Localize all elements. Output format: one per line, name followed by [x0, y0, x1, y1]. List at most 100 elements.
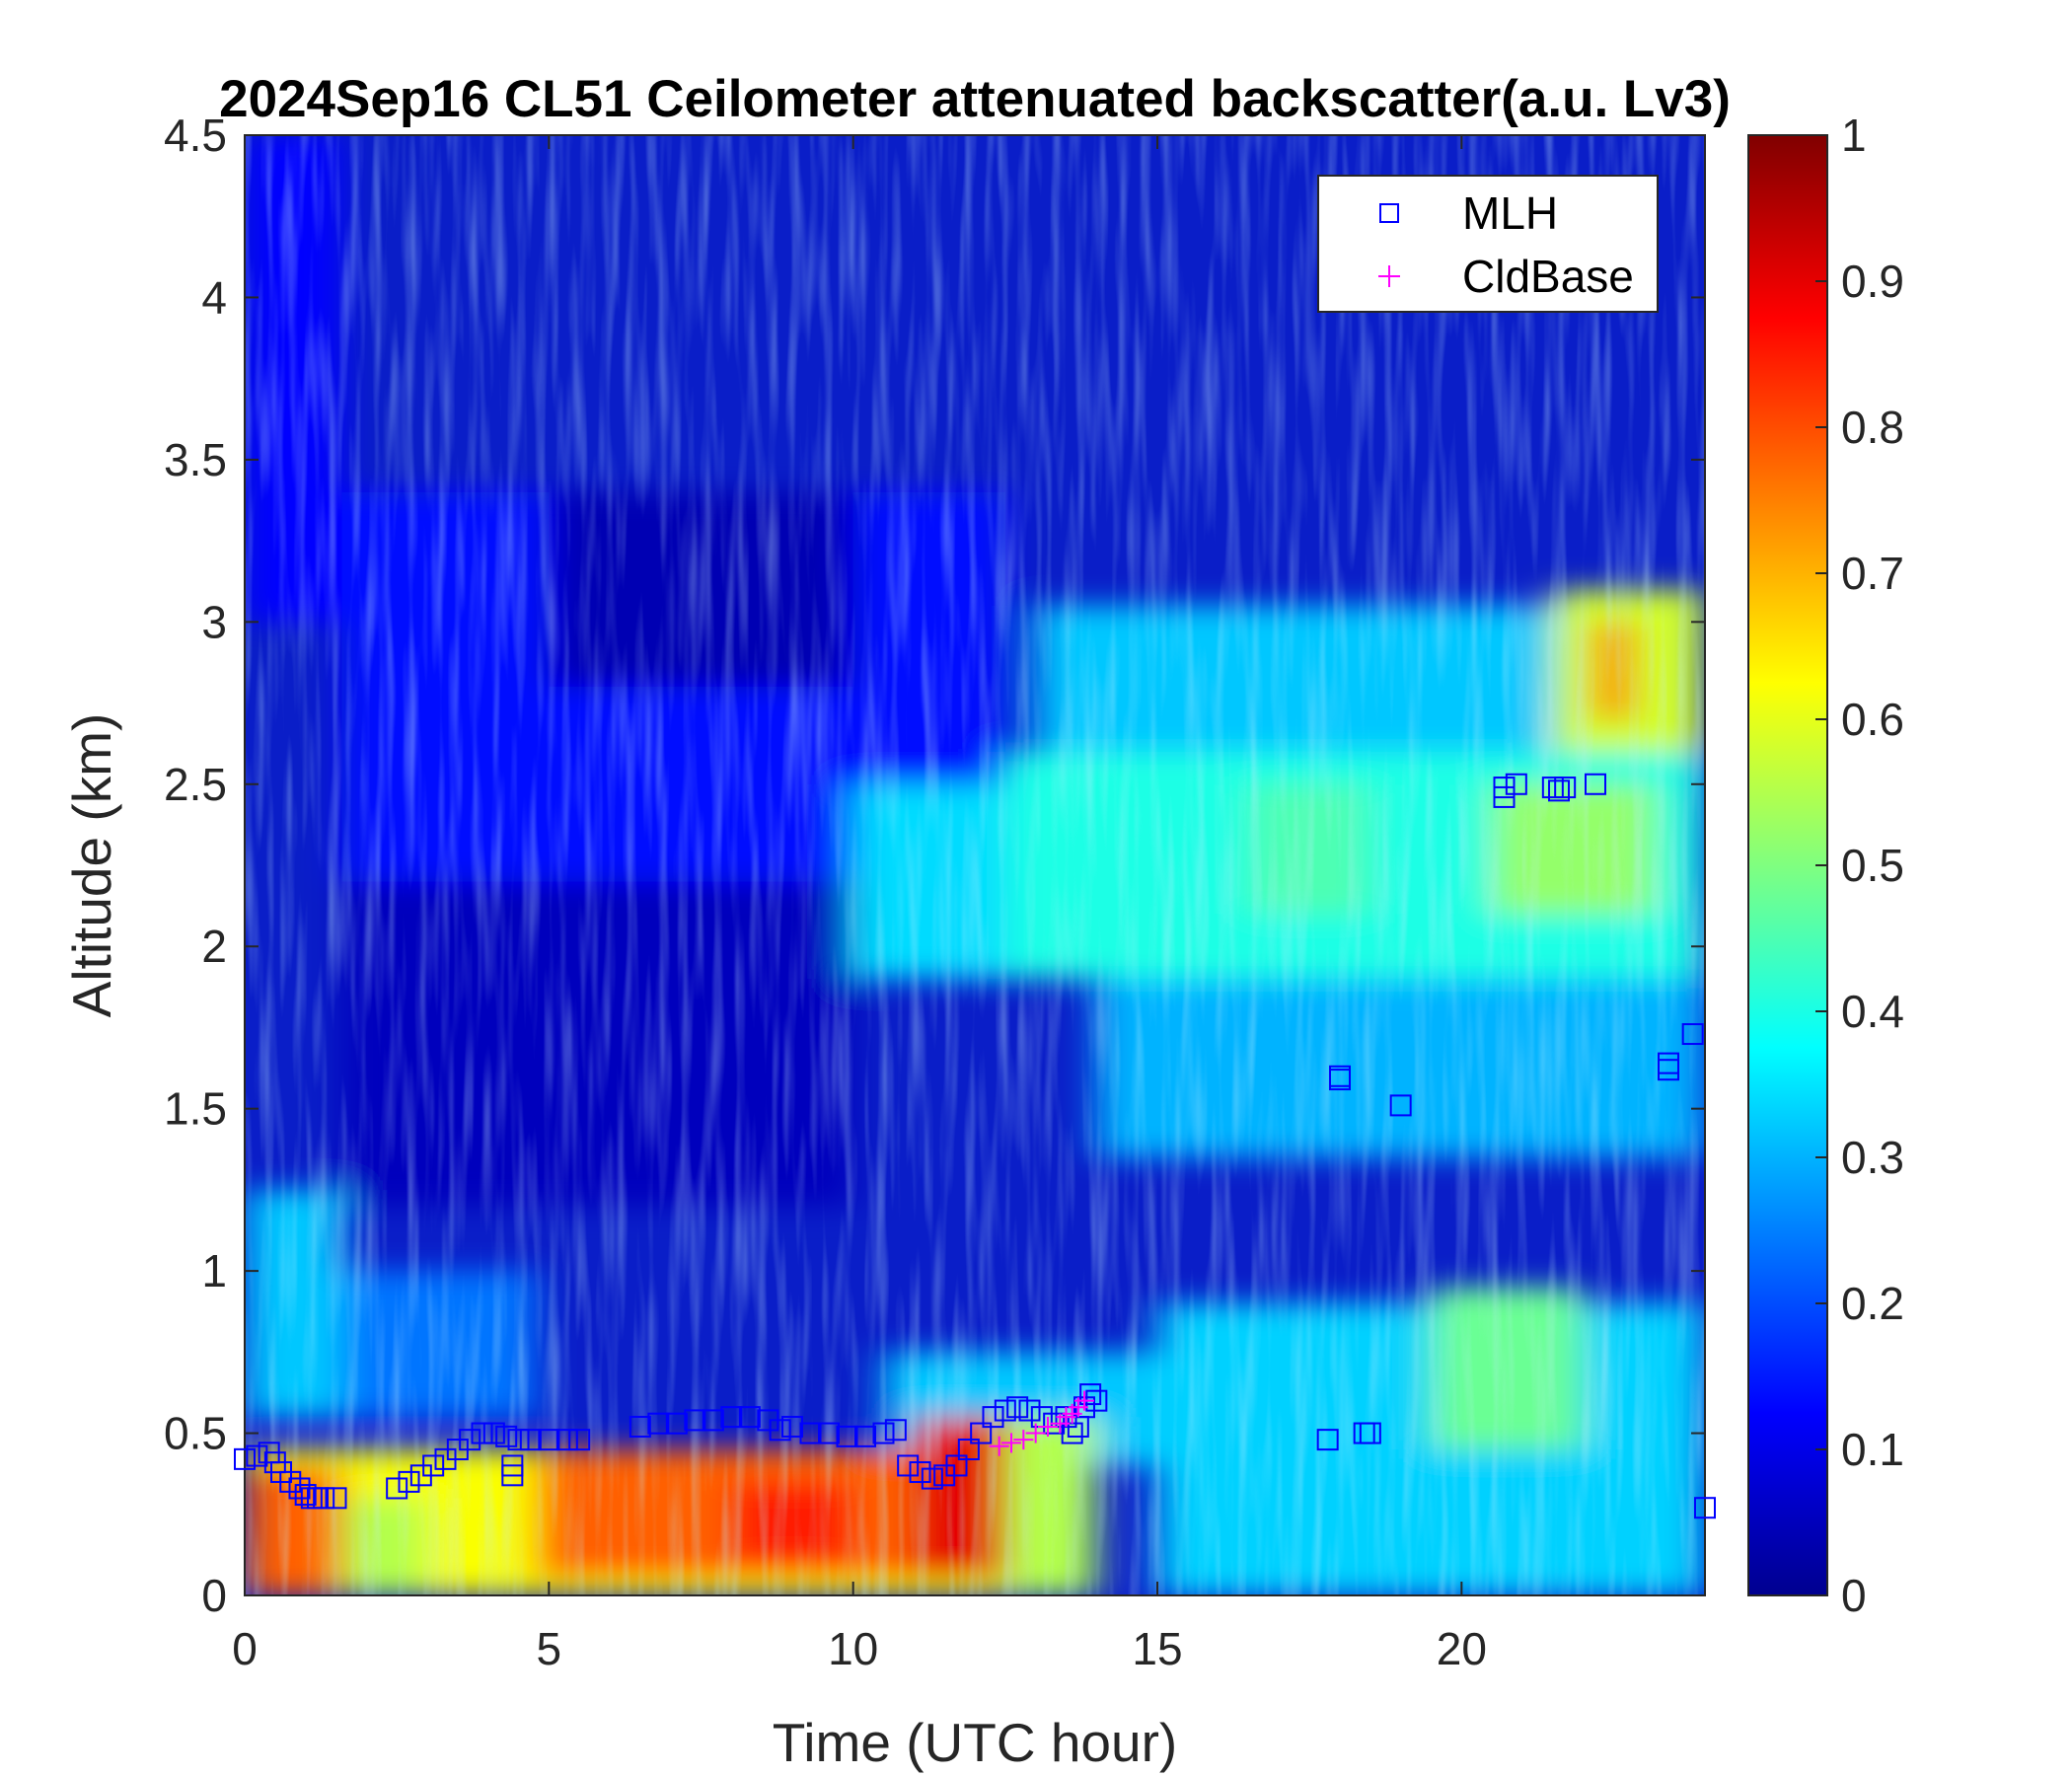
legend-entry: CldBase [1378, 251, 1634, 302]
x-tick-label: 0 [232, 1623, 258, 1674]
cldbase-marker [1001, 1433, 1021, 1453]
mlh-marker [1493, 777, 1516, 799]
cldbase-marker [989, 1436, 1009, 1456]
legend-entry: MLH [1379, 187, 1558, 239]
mlh-marker [945, 1454, 968, 1477]
legend-box [1317, 175, 1659, 313]
mlh-marker [538, 1429, 560, 1451]
y-tick-label: 3.5 [164, 434, 227, 485]
y-tick-label: 2.5 [164, 759, 227, 810]
mlh-marker [702, 1409, 724, 1432]
mlh-marker [495, 1425, 518, 1447]
x-axis: 0 5 10 15 20 [232, 135, 1487, 1674]
mlh-marker [854, 1425, 876, 1447]
mlh-marker [1079, 1383, 1102, 1406]
x-tick-label: 5 [537, 1623, 562, 1674]
plot-frame [244, 134, 1706, 1596]
mlh-marker [982, 1406, 1004, 1429]
cldbase-marker [1038, 1416, 1058, 1437]
x-tick-label: 15 [1132, 1623, 1182, 1674]
backscatter-heatmap [245, 135, 1705, 1595]
cldbase-marker [1025, 1423, 1046, 1443]
mlh-marker [1548, 779, 1570, 802]
series-layer [234, 773, 1716, 1519]
colorbar-tick-label: 0 [1841, 1570, 1867, 1621]
mlh-marker [836, 1425, 858, 1447]
mlh-marker [1585, 773, 1606, 795]
mlh-marker [684, 1409, 706, 1432]
mlh-marker [555, 1429, 578, 1451]
mlh-marker [769, 1419, 791, 1442]
legend-label: MLH [1462, 187, 1558, 239]
heatmap-streaks [245, 135, 1705, 1595]
mlh-marker [1359, 1422, 1381, 1444]
mlh-marker [1006, 1396, 1029, 1419]
mlh-marker [246, 1444, 268, 1467]
x-tick-label: 10 [828, 1623, 878, 1674]
legend-plus-icon [1378, 265, 1400, 287]
mlh-marker [422, 1454, 445, 1477]
mlh-marker [921, 1467, 943, 1490]
legend-square-icon [1379, 203, 1399, 223]
colorbar-tick-label: 0.8 [1841, 402, 1904, 453]
y-tick-label: 3 [201, 596, 227, 647]
colorbar-gradient [1747, 134, 1828, 1596]
y-axis-label: Altitude (km) [61, 713, 122, 1018]
cldbase-marker [1074, 1390, 1094, 1411]
mlh-marker [459, 1429, 481, 1451]
mlh-marker [234, 1447, 256, 1470]
mlh-marker [1329, 1065, 1351, 1087]
colorbar: 0 0.1 0.2 0.3 0.4 0.5 0.6 0.7 0.8 0.9 1 [1747, 110, 1904, 1621]
colorbar-tick-label: 0.3 [1841, 1132, 1904, 1183]
mlh-marker [1554, 777, 1577, 799]
mlh-marker [1681, 1023, 1704, 1046]
colorbar-tick-label: 0.1 [1841, 1424, 1904, 1475]
mlh-marker [1316, 1429, 1339, 1451]
mlh-marker [957, 1439, 980, 1460]
colorbar-tick-label: 0.9 [1841, 256, 1904, 307]
mlh-marker [1505, 773, 1527, 795]
y-axis: 0 0.5 1 1.5 2 2.5 3 3.5 4 4.5 [164, 110, 1705, 1621]
y-tick-label: 4 [201, 271, 227, 323]
colorbar-tick-label: 0.5 [1841, 840, 1904, 891]
colorbar-tick-label: 0.7 [1841, 548, 1904, 599]
mlh-marker [325, 1487, 347, 1510]
mlh-marker [799, 1422, 822, 1444]
colorbar-tick-label: 1 [1841, 110, 1867, 161]
mlh-marker [629, 1415, 651, 1438]
mlh-marker [471, 1422, 493, 1444]
mlh-marker [519, 1429, 542, 1451]
x-axis-label: Time (UTC hour) [773, 1712, 1178, 1773]
y-tick-label: 1 [201, 1245, 227, 1296]
y-tick-label: 0 [201, 1570, 227, 1621]
mlh-marker [872, 1422, 895, 1444]
y-tick-label: 1.5 [164, 1083, 227, 1135]
colorbar-tick-label: 0.2 [1841, 1278, 1904, 1329]
chart-title: 2024Sep16 CL51 Ceilometer attenuated bac… [219, 70, 1731, 128]
mlh-marker [398, 1470, 420, 1493]
mlh-marker [313, 1487, 335, 1510]
mlh-marker [665, 1412, 688, 1435]
mlh-marker [294, 1484, 317, 1507]
mlh-marker [1694, 1497, 1716, 1519]
cldbase-marker [1013, 1430, 1034, 1450]
mlh-marker [884, 1419, 907, 1442]
x-tick-label: 20 [1437, 1623, 1487, 1674]
mlh-marker [501, 1464, 524, 1487]
mlh-marker [1389, 1094, 1412, 1117]
y-tick-label: 2 [201, 921, 227, 972]
mlh-marker [781, 1415, 803, 1438]
mlh-marker [1541, 777, 1564, 799]
mlh-marker [568, 1429, 591, 1451]
legend-label: CldBase [1462, 251, 1634, 302]
plot-area: 0 5 10 15 20 0 0.5 1 1.5 2 2.5 3 3.5 4 4.5 Time (UTC … [61, 110, 1716, 1773]
mlh-marker [482, 1422, 505, 1444]
mlh-marker [970, 1422, 993, 1444]
mlh-marker [386, 1477, 408, 1500]
colorbar-tick-label: 0.6 [1841, 694, 1904, 745]
mlh-marker [1018, 1399, 1041, 1422]
mlh-marker [738, 1406, 761, 1429]
mlh-marker [647, 1412, 670, 1435]
mlh-marker [897, 1454, 920, 1477]
